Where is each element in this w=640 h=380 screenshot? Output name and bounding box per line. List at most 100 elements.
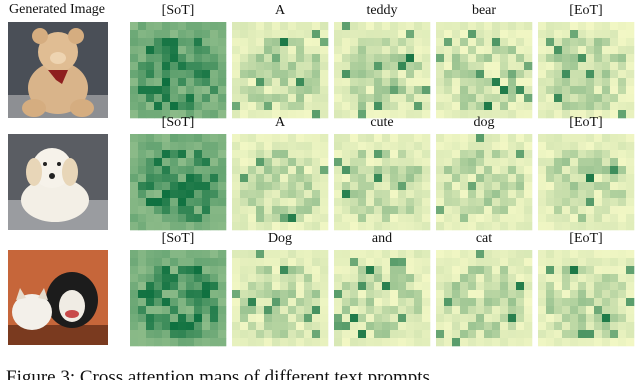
attention-cell — [594, 322, 603, 331]
attention-cell — [264, 46, 273, 55]
attention-cell — [256, 150, 265, 159]
attention-cell — [538, 290, 547, 299]
attention-cell — [272, 166, 281, 175]
attention-cell — [312, 266, 321, 275]
attention-cell — [546, 182, 555, 191]
attention-cell — [178, 110, 187, 119]
attention-cell — [232, 78, 241, 87]
attention-cell — [468, 274, 477, 283]
attention-cell — [350, 290, 359, 299]
attention-cell — [468, 70, 477, 79]
attention-cell — [452, 158, 461, 167]
attention-cell — [248, 322, 257, 331]
attention-cell — [626, 22, 635, 31]
attention-cell — [240, 62, 249, 71]
attention-cell — [304, 330, 313, 339]
attention-cell — [570, 78, 579, 87]
attention-cell — [390, 322, 399, 331]
attention-cell — [304, 46, 313, 55]
attention-cell — [538, 158, 547, 167]
attention-cell — [586, 214, 595, 223]
attention-cell — [232, 298, 241, 307]
attention-cell — [406, 250, 415, 259]
attention-cell — [304, 86, 313, 95]
attention-cell — [500, 166, 509, 175]
attention-cell — [618, 38, 627, 47]
attention-cell — [130, 142, 139, 151]
attention-cell — [146, 142, 155, 151]
attention-cell — [610, 282, 619, 291]
attention-cell — [398, 62, 407, 71]
attention-cell — [320, 282, 329, 291]
attention-cell — [374, 190, 383, 199]
attention-cell — [218, 78, 227, 87]
attention-cell — [516, 290, 525, 299]
attention-cell — [516, 298, 525, 307]
attention-cell — [350, 94, 359, 103]
attention-cell — [562, 314, 571, 323]
attention-cell — [178, 190, 187, 199]
attention-cell — [398, 190, 407, 199]
attention-cell — [492, 38, 501, 47]
attention-cell — [468, 306, 477, 315]
attention-cell — [296, 314, 305, 323]
attention-cell — [492, 206, 501, 215]
attention-cell — [484, 102, 493, 111]
attention-cell — [546, 110, 555, 119]
attention-cell — [508, 38, 517, 47]
attention-cell — [562, 54, 571, 63]
attention-cell — [366, 222, 375, 231]
attention-cell — [186, 22, 195, 31]
attention-cell — [414, 38, 423, 47]
attention-cell — [586, 54, 595, 63]
attention-cell — [146, 250, 155, 259]
attention-cell — [334, 266, 343, 275]
attention-cell — [436, 250, 445, 259]
attention-cell — [578, 142, 587, 151]
attention-cell — [202, 306, 211, 315]
attention-cell — [538, 222, 547, 231]
attention-cell — [390, 290, 399, 299]
attention-cell — [422, 190, 431, 199]
attention-cell — [240, 330, 249, 339]
attention-cell — [398, 222, 407, 231]
attention-cell — [178, 182, 187, 191]
attention-cell — [358, 86, 367, 95]
attention-cell — [138, 174, 147, 183]
attention-cell — [594, 338, 603, 347]
attention-cell — [422, 182, 431, 191]
attention-cell — [304, 206, 313, 215]
attention-cell — [146, 62, 155, 71]
attention-cell — [524, 134, 533, 143]
attention-cell — [264, 222, 273, 231]
attention-cell — [578, 22, 587, 31]
attention-cell — [146, 38, 155, 47]
attention-cell — [476, 250, 485, 259]
attention-cell — [578, 78, 587, 87]
attention-cell — [358, 206, 367, 215]
attention-cell — [130, 134, 139, 143]
attention-cell — [602, 266, 611, 275]
attention-cell — [232, 206, 241, 215]
attention-cell — [422, 86, 431, 95]
attention-cell — [272, 314, 281, 323]
attention-cell — [398, 30, 407, 39]
attention-cell — [444, 182, 453, 191]
attention-cell — [444, 306, 453, 315]
attention-cell — [610, 306, 619, 315]
attention-cell — [218, 22, 227, 31]
attention-cell — [288, 70, 297, 79]
attention-cell — [312, 322, 321, 331]
attention-cell — [170, 110, 179, 119]
attention-cell — [444, 190, 453, 199]
attention-cell — [452, 94, 461, 103]
attention-cell — [154, 158, 163, 167]
attention-cell — [460, 22, 469, 31]
attention-cell — [264, 54, 273, 63]
attention-cell — [342, 150, 351, 159]
attention-cell — [422, 282, 431, 291]
attention-cell — [390, 258, 399, 267]
attention-cell — [312, 158, 321, 167]
attention-cell — [594, 330, 603, 339]
attention-cell — [436, 30, 445, 39]
